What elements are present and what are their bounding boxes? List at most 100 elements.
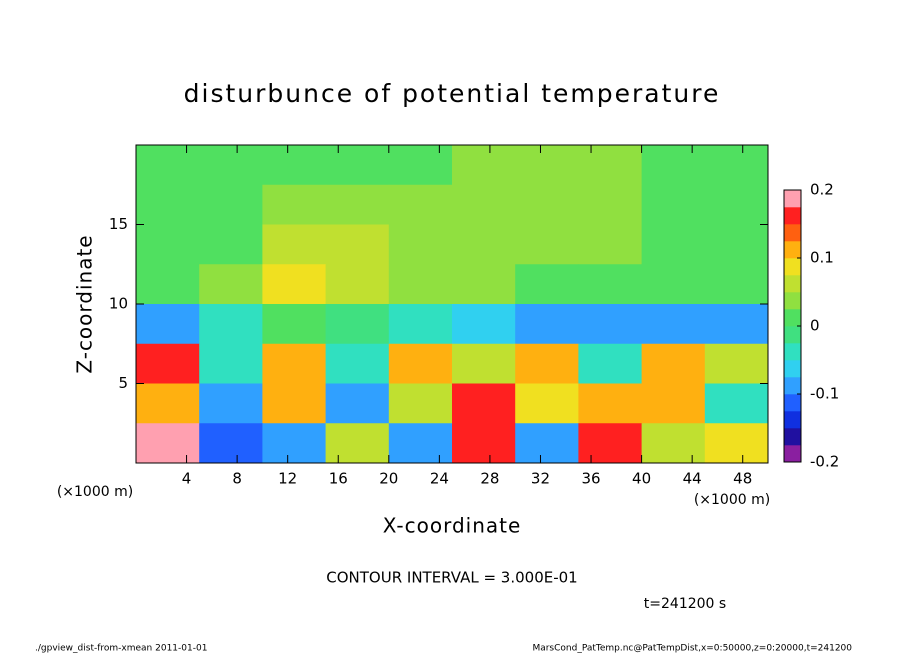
heat-cell: [388, 184, 453, 225]
heat-cell: [515, 145, 579, 186]
heat-cell: [452, 184, 516, 225]
x-unit-label: (×1000 m): [694, 492, 770, 508]
heat-cell: [704, 423, 769, 464]
heat-cell: [641, 343, 706, 384]
heat-cell: [262, 264, 327, 305]
heat-cell: [578, 423, 643, 464]
colorbar-segment: [784, 428, 801, 446]
heat-cell: [515, 224, 579, 265]
x-tick-label: 36: [581, 470, 600, 488]
heat-cell: [262, 304, 327, 345]
y-tick-label: 15: [109, 215, 128, 233]
heat-cell: [199, 264, 263, 305]
colorbar-segment: [784, 326, 801, 344]
x-tick-label: 8: [232, 470, 242, 488]
heat-cell: [641, 184, 706, 225]
heat-cell: [325, 423, 390, 464]
x-unit-label: (×1000 m): [57, 484, 133, 500]
heat-cell: [325, 343, 390, 384]
heat-cell: [199, 224, 263, 265]
colorbar-segment: [784, 258, 801, 276]
heat-cell: [452, 145, 516, 186]
x-tick-label: 20: [379, 470, 398, 488]
footer-right: MarsCond_PatTemp.nc@PatTempDist,x=0:5000…: [532, 644, 852, 654]
heat-cell: [388, 224, 453, 265]
colorbar-segment: [784, 411, 801, 429]
y-tick-label: 10: [109, 295, 128, 313]
x-tick-label: 40: [632, 470, 651, 488]
time-label: t=241200 s: [644, 596, 726, 612]
heat-cell: [199, 383, 263, 424]
heat-cell: [578, 383, 643, 424]
x-tick-label: 4: [182, 470, 192, 488]
heat-cell: [641, 304, 706, 345]
heat-cell: [388, 145, 453, 186]
heat-cell: [388, 383, 453, 424]
heat-cell: [578, 224, 643, 265]
chart-title: disturbunce of potential temperature: [184, 79, 721, 108]
x-tick-label: 16: [329, 470, 348, 488]
x-tick-label: 44: [683, 470, 702, 488]
heat-cell: [704, 264, 769, 305]
heat-cell: [388, 304, 453, 345]
heat-cell: [388, 343, 453, 384]
colorbar-tick-label: 0.1: [810, 249, 834, 267]
heat-cell: [452, 304, 516, 345]
colorbar-segment: [784, 241, 801, 259]
heat-cell: [578, 184, 643, 225]
heat-cell: [199, 343, 263, 384]
footer-left: ./gpview_dist-from-xmean 2011-01-01: [35, 644, 207, 654]
colorbar-segment: [784, 377, 801, 395]
heat-cell: [262, 224, 327, 265]
heat-cell: [704, 184, 769, 225]
heat-cell: [578, 145, 643, 186]
heat-cell: [452, 343, 516, 384]
heat-cell: [515, 383, 579, 424]
heat-cell: [704, 343, 769, 384]
contour-interval: CONTOUR INTERVAL = 3.000E-01: [326, 569, 577, 587]
heat-cell: [515, 304, 579, 345]
x-axis-label: X-coordinate: [383, 514, 522, 538]
heat-cell: [136, 304, 200, 345]
heat-cell: [325, 184, 390, 225]
heat-cell: [262, 184, 327, 225]
colorbar-tick-label: -0.1: [810, 385, 839, 403]
heat-cell: [515, 423, 579, 464]
heat-cell: [325, 145, 390, 186]
colorbar-segment: [784, 309, 801, 327]
heat-cell: [136, 264, 200, 305]
colorbar-tick-label: 0.2: [810, 181, 834, 199]
y-axis-label: Z-coordinate: [73, 234, 97, 373]
colorbar-segment: [784, 190, 801, 208]
heat-cell: [641, 224, 706, 265]
heat-cell: [515, 343, 579, 384]
heat-cell: [704, 224, 769, 265]
heat-cell: [452, 264, 516, 305]
colorbar-tick-label: 0: [810, 317, 820, 335]
heat-cell: [262, 145, 327, 186]
heat-cell: [515, 264, 579, 305]
heat-cell: [136, 383, 200, 424]
heat-cell: [388, 264, 453, 305]
heat-cell: [515, 184, 579, 225]
heat-cell: [199, 184, 263, 225]
heat-cell: [136, 184, 200, 225]
heat-cell: [388, 423, 453, 464]
heat-cell: [136, 145, 200, 186]
heat-cell: [641, 423, 706, 464]
colorbar-segment: [784, 360, 801, 378]
colorbar-segment: [784, 445, 801, 463]
heat-cell: [578, 264, 643, 305]
heat-cell: [136, 343, 200, 384]
colorbar-segment: [784, 224, 801, 242]
heat-cell: [136, 224, 200, 265]
colorbar-segment: [784, 207, 801, 225]
heat-cell: [641, 264, 706, 305]
heat-cell: [578, 304, 643, 345]
heat-cell: [704, 383, 769, 424]
colorbar-tick-label: -0.2: [810, 453, 839, 471]
heat-cell: [262, 423, 327, 464]
heat-cell: [578, 343, 643, 384]
colorbar-segment: [784, 394, 801, 412]
